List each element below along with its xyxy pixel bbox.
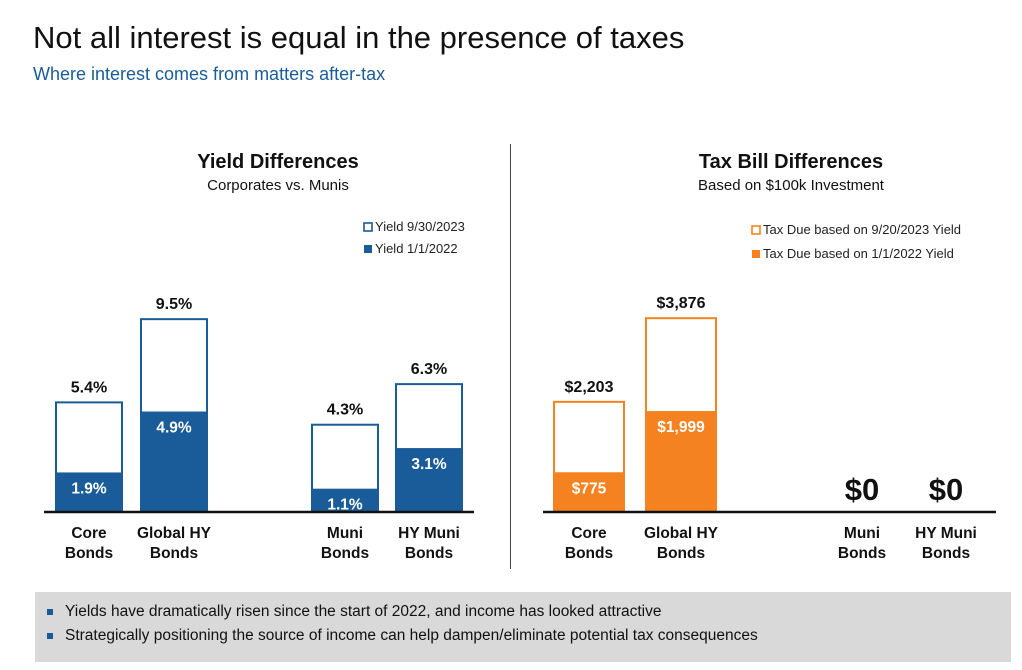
footer-bullet: Yields have dramatically risen since the… [45,602,1011,626]
chart-divider [510,144,511,569]
yield-data-label: 1.1% [327,497,363,514]
yield-legend-label: Yield 9/30/2023 [375,219,465,234]
yield-data-label: 3.1% [411,456,447,473]
yield-data-label: 4.9% [156,420,192,437]
tax-category-label: Global HY Bonds [644,525,719,562]
yield-data-label: 9.5% [156,296,192,313]
tax-data-label: $1,999 [657,419,705,436]
footer-bullet: Strategically positioning the source of … [45,626,1011,650]
yield-data-label: 1.9% [71,480,107,497]
tax-chart-subtitle: Based on $100k Investment [698,177,885,194]
yield-legend-swatch [364,245,372,253]
yield-bar-filled [395,448,463,514]
bullet-square-icon [47,609,53,615]
yield-category-label: Global HY Bonds [137,525,212,562]
tax-category-label: Muni Bonds [838,525,886,562]
tax-chart-title: Tax Bill Differences [699,151,883,173]
footer-bullet-text: Yields have dramatically risen since the… [65,603,662,620]
tax-data-label: $3,876 [657,295,706,312]
yield-category-label: Muni Bonds [321,525,369,562]
yield-chart-title: Yield Differences [197,151,359,173]
tax-legend-swatch [752,250,760,258]
yield-differences-chart: Yield Differences Corporates vs. Munis Yie… [44,151,474,562]
yield-data-label: 5.4% [71,379,107,396]
yield-category-label: Core Bonds [65,525,113,562]
yield-data-label: 4.3% [327,402,363,419]
tax-legend-swatch [751,225,761,235]
tax-legend-label: Tax Due based on 1/1/2022 Yield [763,246,954,261]
tax-data-label: $0 [929,472,963,507]
page-title: Not all interest is equal in the presenc… [33,20,685,55]
yield-data-label: 6.3% [411,361,447,378]
yield-bar-filled [140,411,208,513]
tax-legend-label: Tax Due based on 9/20/2023 Yield [763,222,961,237]
tax-data-label: $2,203 [565,379,614,396]
tax-data-label: $775 [572,480,607,497]
yield-category-label: HY Muni Bonds [398,525,460,562]
tax-data-label: $0 [845,472,879,507]
yield-chart-subtitle: Corporates vs. Munis [207,177,349,194]
tax-bill-differences-chart: Tax Bill Differences Based on $100k Inves… [543,151,996,562]
yield-legend-swatch [363,222,373,232]
footer-bullet-text: Strategically positioning the source of … [65,627,758,644]
yield-legend-label: Yield 1/1/2022 [375,241,458,256]
page-subtitle: Where interest comes from matters after-… [33,64,386,84]
tax-category-label: Core Bonds [565,525,613,562]
bullet-square-icon [47,633,53,639]
footer-notes: Yields have dramatically risen since the… [35,592,1011,662]
tax-category-label: HY Muni Bonds [915,525,977,562]
